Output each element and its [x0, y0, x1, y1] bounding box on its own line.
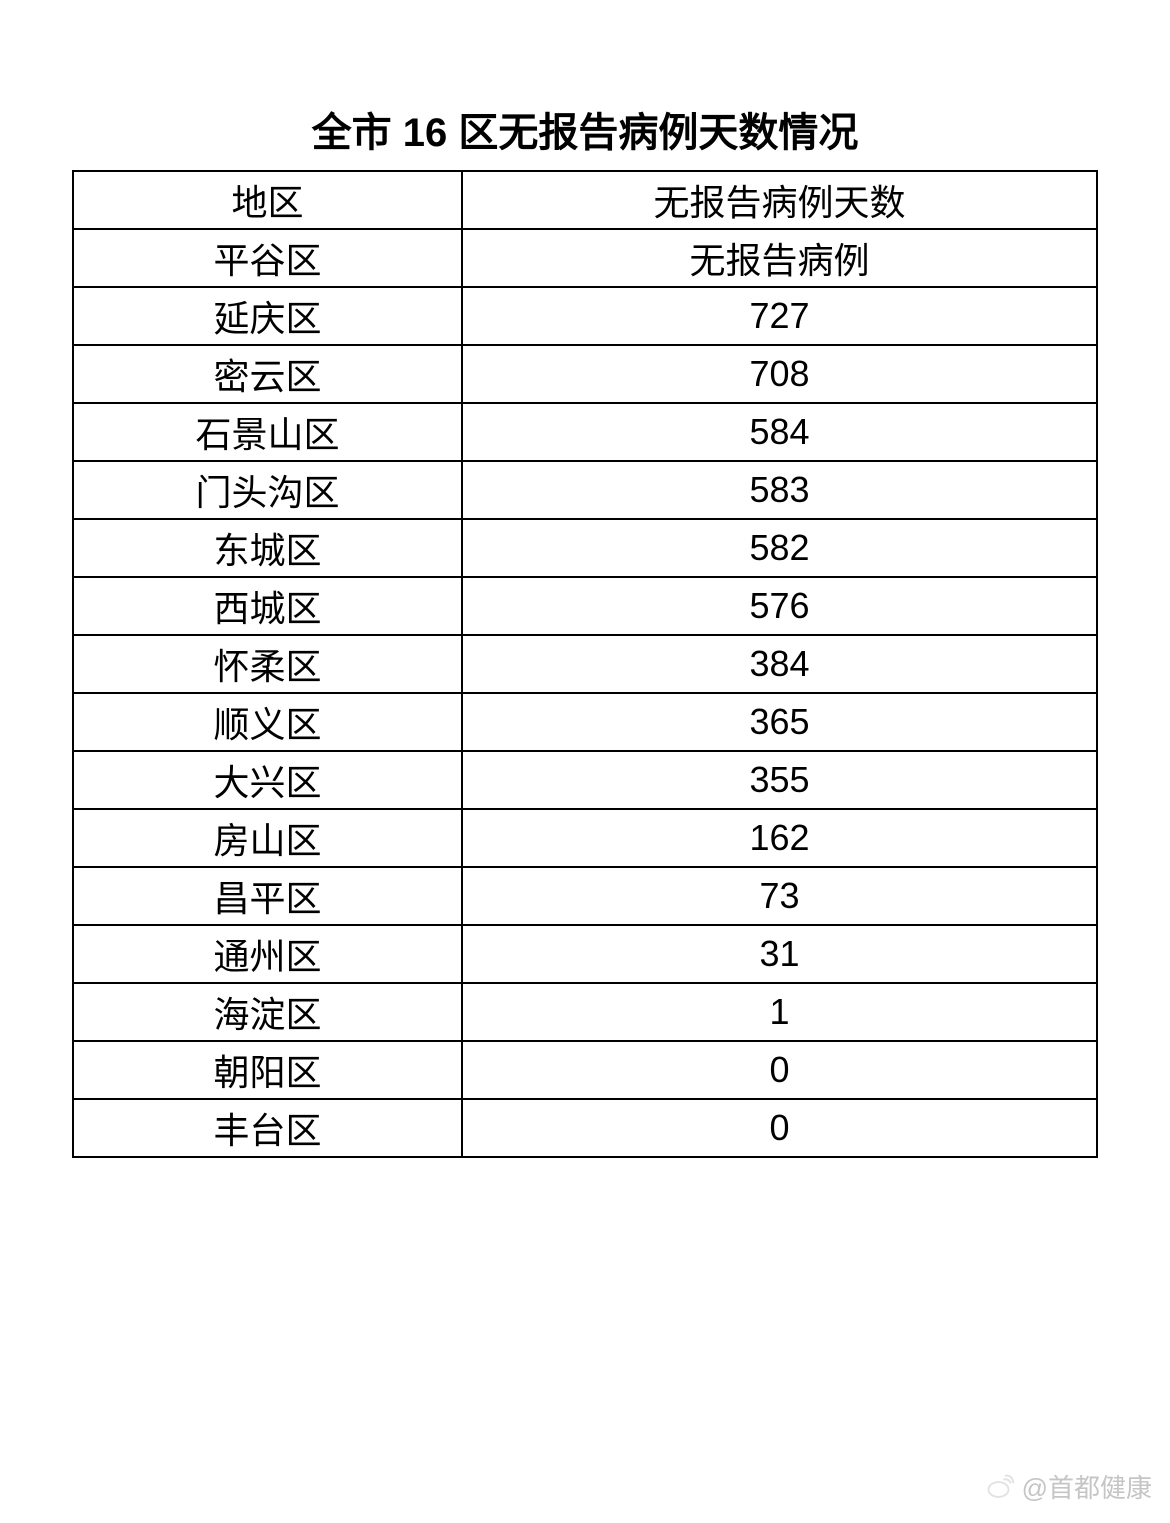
cell-region: 房山区	[73, 809, 462, 867]
table-row: 密云区708	[73, 345, 1097, 403]
table-row: 丰台区0	[73, 1099, 1097, 1157]
cell-days: 576	[462, 577, 1097, 635]
cell-days: 1	[462, 983, 1097, 1041]
table-row: 延庆区727	[73, 287, 1097, 345]
column-header-days: 无报告病例天数	[462, 171, 1097, 229]
watermark: @首都健康	[986, 1468, 1152, 1505]
cell-region: 通州区	[73, 925, 462, 983]
table-row: 平谷区无报告病例	[73, 229, 1097, 287]
cell-region: 顺义区	[73, 693, 462, 751]
cell-days: 582	[462, 519, 1097, 577]
cell-region: 朝阳区	[73, 1041, 462, 1099]
table-row: 海淀区1	[73, 983, 1097, 1041]
cell-days: 384	[462, 635, 1097, 693]
table-row: 顺义区365	[73, 693, 1097, 751]
cell-region: 怀柔区	[73, 635, 462, 693]
cell-days: 727	[462, 287, 1097, 345]
cell-region: 西城区	[73, 577, 462, 635]
table-row: 东城区582	[73, 519, 1097, 577]
table-container: 全市 16 区无报告病例天数情况 地区 无报告病例天数 平谷区无报告病例延庆区7…	[0, 0, 1170, 1158]
table-row: 门头沟区583	[73, 461, 1097, 519]
cell-region: 平谷区	[73, 229, 462, 287]
table-header-row: 地区 无报告病例天数	[73, 171, 1097, 229]
cell-days: 31	[462, 925, 1097, 983]
cell-days: 73	[462, 867, 1097, 925]
table-row: 昌平区73	[73, 867, 1097, 925]
table-row: 西城区576	[73, 577, 1097, 635]
cell-region: 海淀区	[73, 983, 462, 1041]
cell-days: 365	[462, 693, 1097, 751]
table-row: 朝阳区0	[73, 1041, 1097, 1099]
table-row: 怀柔区384	[73, 635, 1097, 693]
cell-days: 162	[462, 809, 1097, 867]
cell-region: 延庆区	[73, 287, 462, 345]
cell-region: 密云区	[73, 345, 462, 403]
cell-region: 东城区	[73, 519, 462, 577]
cell-region: 门头沟区	[73, 461, 462, 519]
cell-days: 无报告病例	[462, 229, 1097, 287]
cell-days: 708	[462, 345, 1097, 403]
column-header-region: 地区	[73, 171, 462, 229]
cell-region: 石景山区	[73, 403, 462, 461]
table-row: 石景山区584	[73, 403, 1097, 461]
cell-days: 355	[462, 751, 1097, 809]
cell-days: 584	[462, 403, 1097, 461]
cell-region: 昌平区	[73, 867, 462, 925]
page-title: 全市 16 区无报告病例天数情况	[72, 100, 1098, 158]
cell-region: 丰台区	[73, 1099, 462, 1157]
table-row: 通州区31	[73, 925, 1097, 983]
watermark-handle: @首都健康	[1022, 1468, 1152, 1505]
table-row: 大兴区355	[73, 751, 1097, 809]
cell-days: 0	[462, 1041, 1097, 1099]
weibo-icon	[986, 1472, 1016, 1502]
table-row: 房山区162	[73, 809, 1097, 867]
cell-region: 大兴区	[73, 751, 462, 809]
cell-days: 0	[462, 1099, 1097, 1157]
cell-days: 583	[462, 461, 1097, 519]
cases-table: 地区 无报告病例天数 平谷区无报告病例延庆区727密云区708石景山区584门头…	[72, 170, 1098, 1158]
